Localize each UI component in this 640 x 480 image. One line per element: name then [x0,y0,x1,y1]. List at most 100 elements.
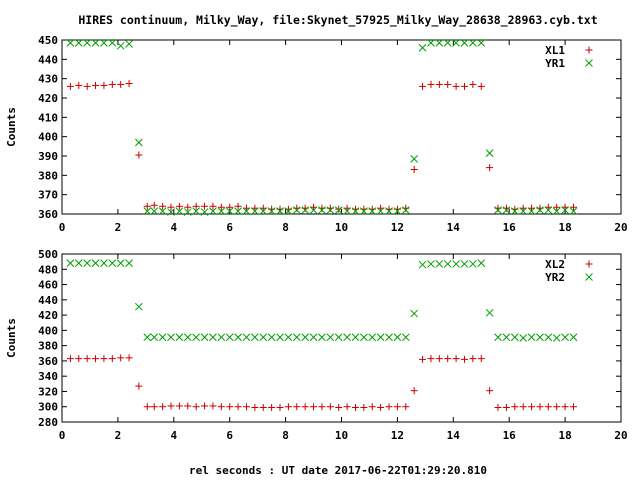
data-point-xl2 [175,402,183,410]
data-point-yr1 [100,39,108,47]
series-xl1 [66,80,577,213]
data-point-yr2-stroke [561,333,569,342]
legend-marker-yr1-stroke [585,59,593,67]
data-point-yr1 [209,207,217,215]
data-point-yr1-stroke [326,206,335,214]
data-point-yr1 [251,207,259,215]
data-point-yr2 [527,333,536,342]
y-tick-label: 380 [38,169,58,182]
data-point-yr2-stroke [368,333,377,342]
data-point-yr1-stroke [334,206,343,214]
x-tick-label: 0 [59,429,66,442]
y-tick-label: 390 [38,150,58,163]
data-point-xl1 [569,203,577,211]
data-point-yr1 [167,208,175,216]
data-point-yr1-stroke [477,39,486,47]
data-point-xl2 [427,355,435,363]
data-point-yr1 [485,149,494,157]
x-tick-label: 10 [335,429,348,442]
data-point-xl1 [167,203,175,211]
legend-label-xl1: XL1 [545,44,565,57]
data-point-yr1 [108,39,117,47]
data-point-yr2-stroke [360,333,368,342]
data-point-yr1 [343,207,351,215]
data-point-yr2-stroke [460,260,469,268]
data-point-yr1 [552,207,561,215]
data-point-yr2 [326,333,335,342]
data-point-yr2-stroke [209,333,217,342]
legend-marker-xl1 [585,46,593,54]
data-point-yr2 [410,309,419,318]
data-point-yr1-stroke [292,206,301,214]
data-point-yr2 [175,333,184,342]
data-point-yr1 [200,208,209,216]
data-point-yr2 [309,333,318,342]
y-tick-label: 440 [38,294,58,307]
data-point-xl2 [318,403,326,411]
data-point-yr1-stroke [435,39,444,47]
data-point-yr1 [183,208,192,216]
data-point-yr2-stroke [108,259,117,268]
data-point-yr2-stroke [334,333,343,342]
legend-label-yr2: YR2 [545,271,565,284]
data-point-yr1-stroke [536,206,544,214]
data-point-yr1-stroke [401,206,410,214]
data-point-xl1 [234,202,242,210]
data-point-xl2 [293,403,301,411]
data-point-xl2 [201,402,209,410]
data-point-yr2 [225,333,234,342]
data-point-xl1 [452,82,460,90]
data-point-yr1-stroke [561,206,569,214]
data-point-xl2 [351,403,359,411]
data-point-yr2-stroke [510,333,519,342]
data-point-yr1 [418,43,427,52]
data-point-yr1 [66,39,75,47]
data-point-yr1-stroke [284,207,293,215]
data-point-yr1 [376,207,385,215]
data-point-xl2 [284,403,292,411]
data-point-xl1 [435,80,443,88]
data-point-xl1 [469,80,477,88]
data-point-xl2 [276,403,284,411]
data-point-yr2 [259,333,268,342]
y-tick-label: 300 [38,401,58,414]
data-point-yr2 [393,333,402,342]
y-tick-label: 280 [38,416,58,429]
data-point-yr1 [276,207,284,215]
data-point-yr1 [452,39,460,47]
data-point-yr2 [561,333,569,342]
data-point-yr1-stroke [485,149,494,157]
data-point-yr2 [401,333,410,342]
data-point-xl2 [259,403,267,411]
data-point-yr1 [569,207,578,215]
data-point-yr2-stroke [552,334,561,342]
y-tick-label: 400 [38,131,58,144]
data-point-yr1 [91,39,100,47]
data-point-yr2 [443,260,452,268]
data-point-yr1 [125,40,133,48]
data-point-xl1 [192,202,200,210]
data-point-xl2 [368,403,376,411]
data-point-yr1-stroke [167,208,175,216]
y-tick-label: 360 [38,355,58,368]
data-point-yr1-stroke [225,207,234,215]
x-tick-label: 2 [115,221,122,234]
data-point-yr1-stroke [393,207,402,215]
data-point-yr1 [334,206,343,214]
data-point-yr2 [477,259,486,268]
data-point-yr1 [83,39,92,47]
data-point-xl1 [553,203,561,211]
data-point-xl1 [100,81,108,89]
data-point-yr2 [519,334,528,342]
data-point-yr2 [368,333,377,342]
data-point-yr1 [477,39,486,47]
data-point-xl2 [117,354,125,362]
x-tick-label: 8 [282,221,289,234]
data-point-xl2 [444,355,452,363]
y-tick-label: 450 [38,34,58,47]
data-point-yr2 [66,259,75,268]
data-point-yr1-stroke [385,207,393,215]
data-point-yr1-stroke [217,207,226,215]
data-point-yr1-stroke [175,207,184,215]
data-point-xl1 [159,202,167,210]
